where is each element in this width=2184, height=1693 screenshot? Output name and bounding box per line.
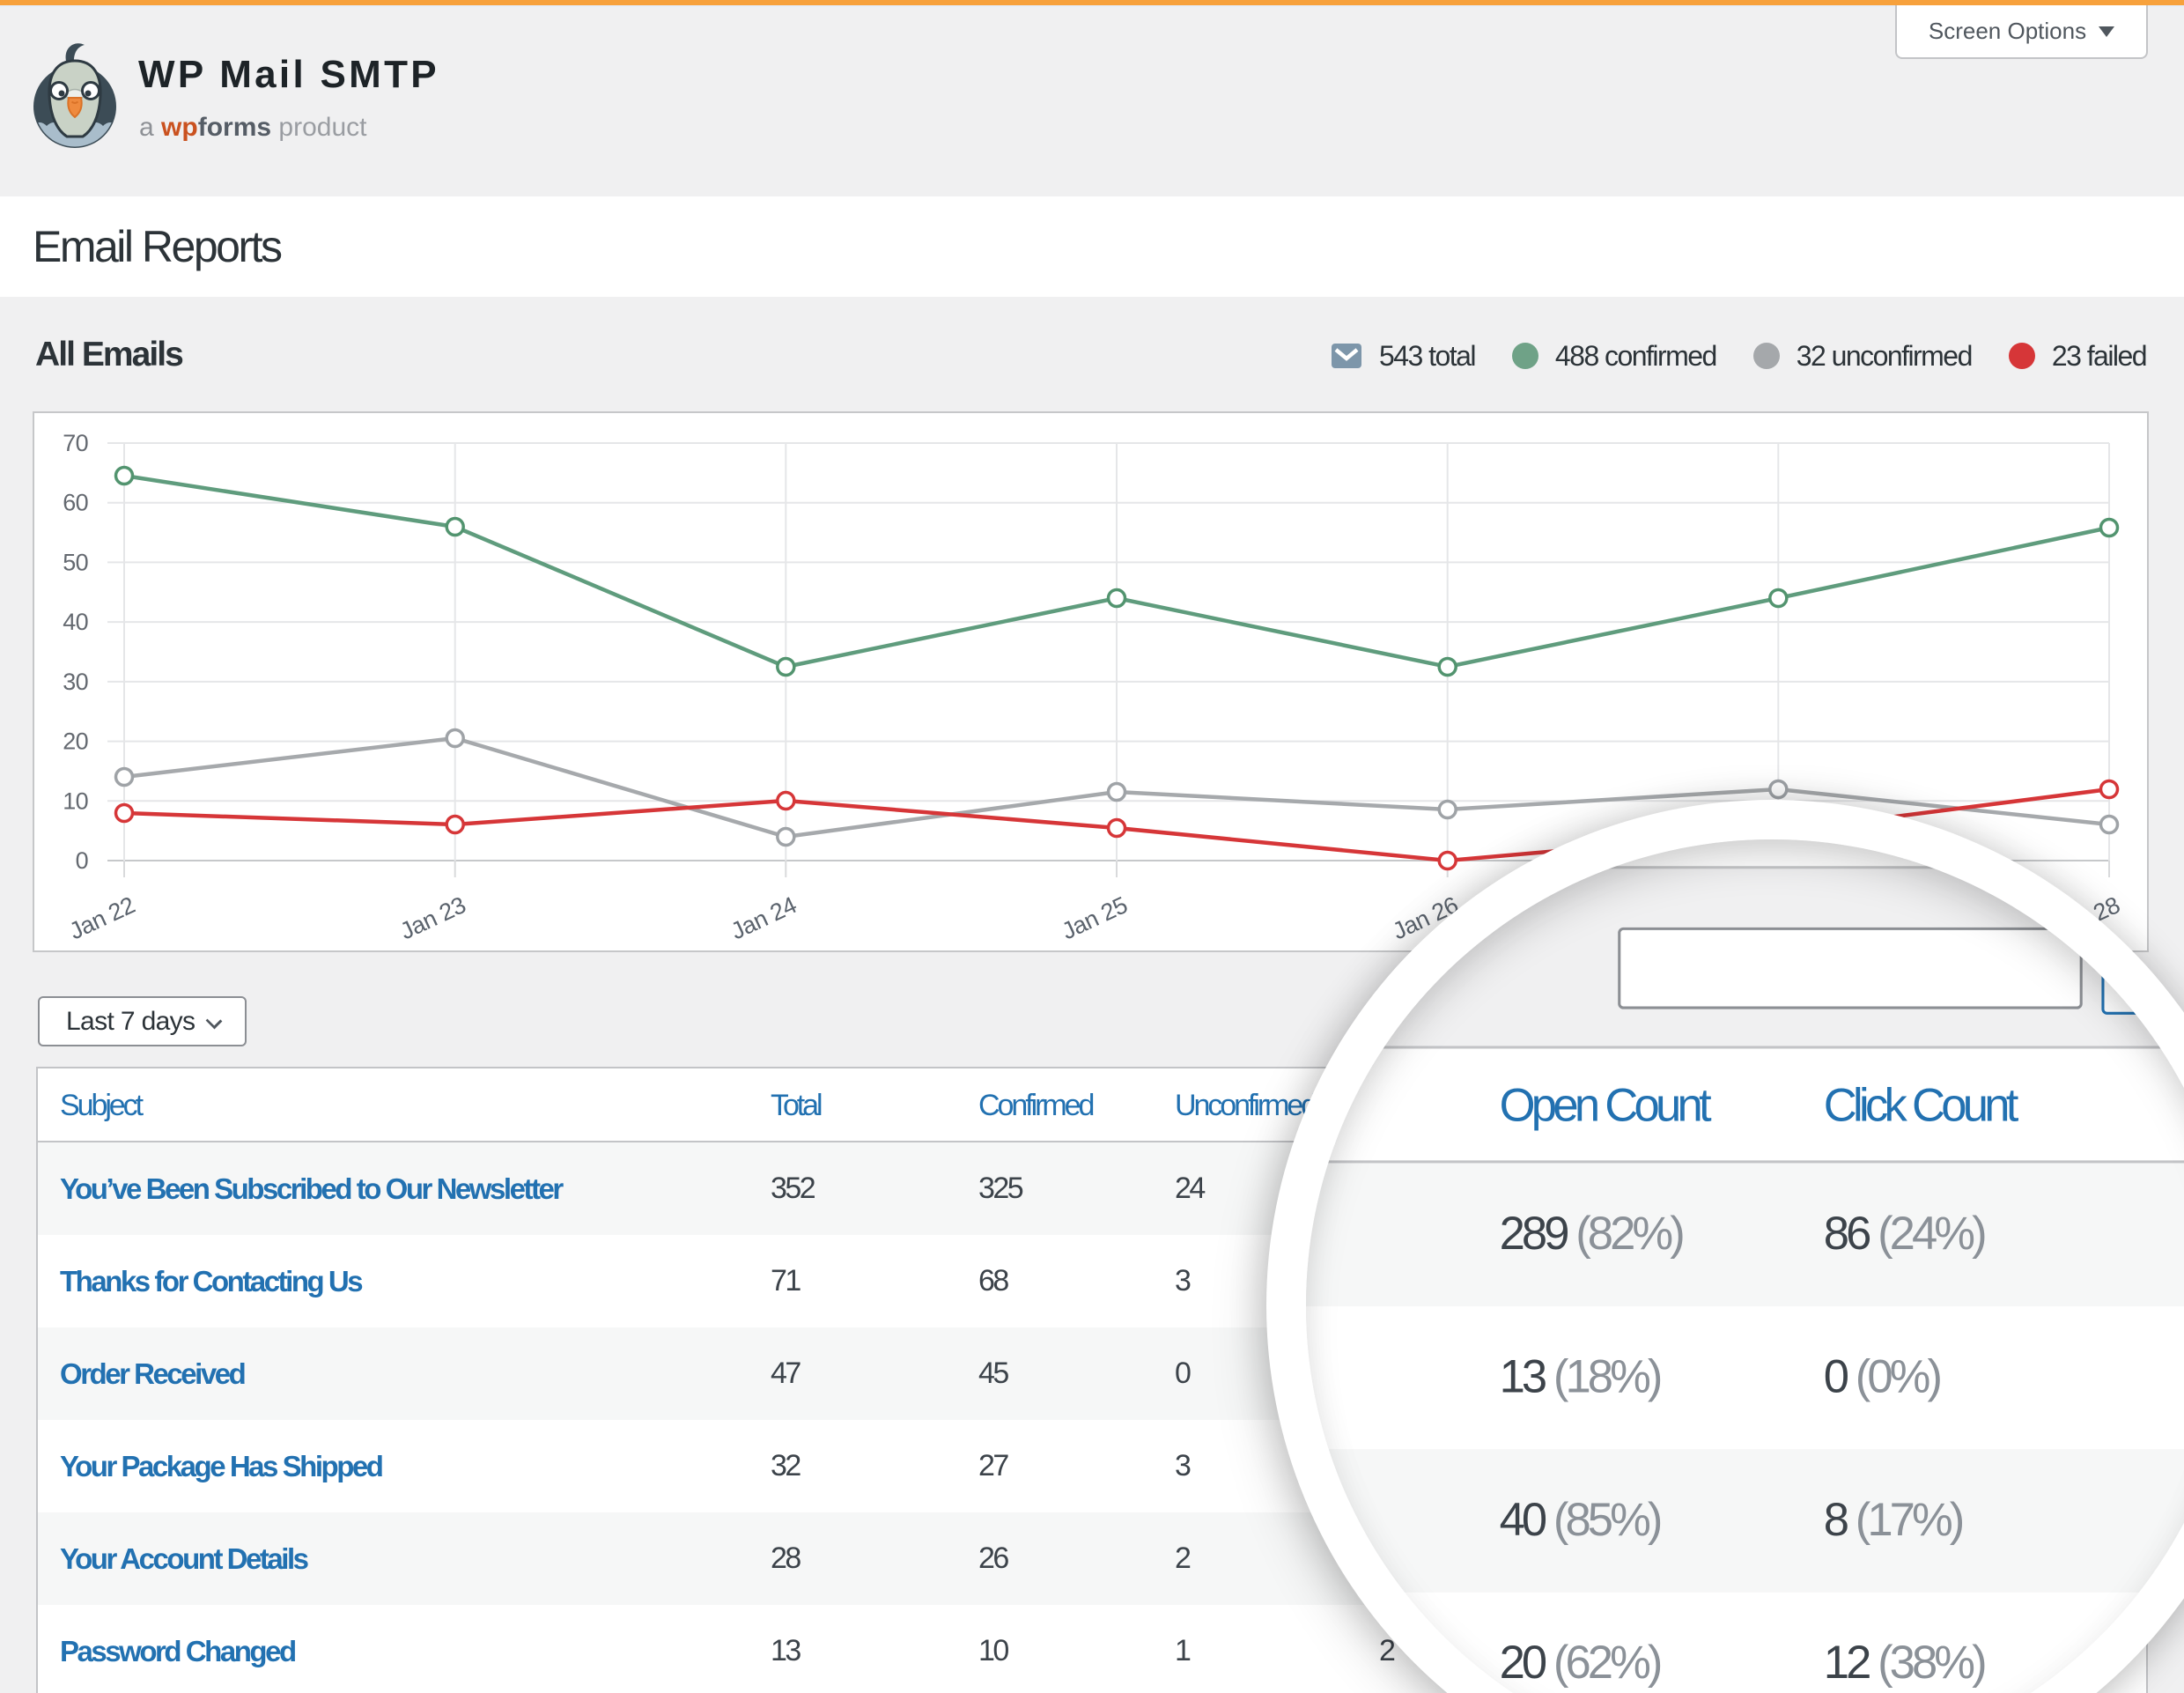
svg-text:50: 50: [63, 549, 88, 575]
svg-text:Jan 23: Jan 23: [396, 891, 469, 944]
svg-text:60: 60: [63, 490, 88, 516]
svg-text:Jan 25: Jan 25: [1058, 891, 1131, 944]
svg-text:Jan 22: Jan 22: [65, 891, 138, 944]
svg-text:Jan 24: Jan 24: [727, 891, 801, 944]
svg-text:0: 0: [76, 847, 88, 874]
svg-text:40: 40: [63, 609, 88, 635]
svg-text:30: 30: [63, 669, 88, 695]
svg-text:10: 10: [63, 787, 88, 814]
svg-text:20: 20: [63, 728, 88, 755]
svg-text:Jan 27: Jan 27: [1605, 839, 1718, 857]
svg-text:70: 70: [63, 430, 88, 456]
svg-text:Jan 28: Jan 28: [2116, 839, 2184, 857]
